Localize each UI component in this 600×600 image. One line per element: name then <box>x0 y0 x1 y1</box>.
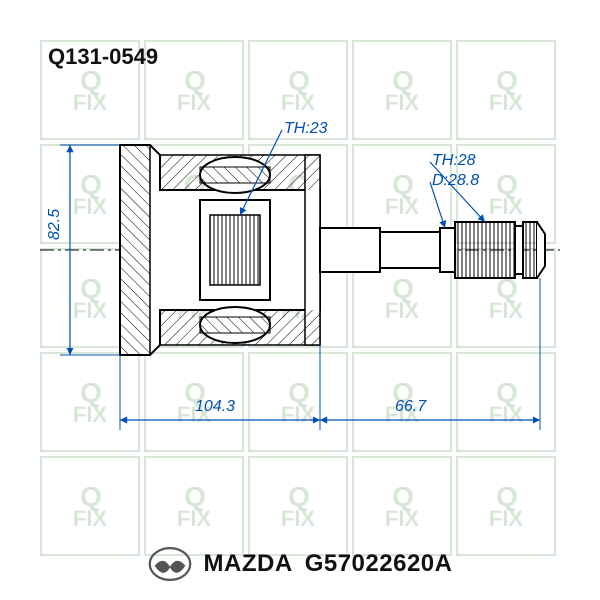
part-code: Q131-0549 <box>48 44 158 70</box>
footer: MAZDA G57022620A <box>0 546 600 582</box>
oem-number: G57022620A <box>305 550 453 578</box>
dim-height: 82.5 <box>46 209 64 240</box>
dim-diameter: D:28.8 <box>432 172 479 190</box>
dim-th-outer: TH:28 <box>432 152 476 170</box>
technical-drawing <box>0 0 600 600</box>
brand-name: MAZDA <box>204 550 293 578</box>
mazda-logo-icon <box>148 546 192 582</box>
diagram-canvas: QFIXQFIXQFIXQFIXQFIXQFIXQFIXQFIXQFIXQFIX… <box>0 0 600 600</box>
dim-len-housing: 104.3 <box>195 398 235 416</box>
dim-th-inner: TH:23 <box>284 120 328 138</box>
dim-len-shaft: 66.7 <box>395 398 426 416</box>
